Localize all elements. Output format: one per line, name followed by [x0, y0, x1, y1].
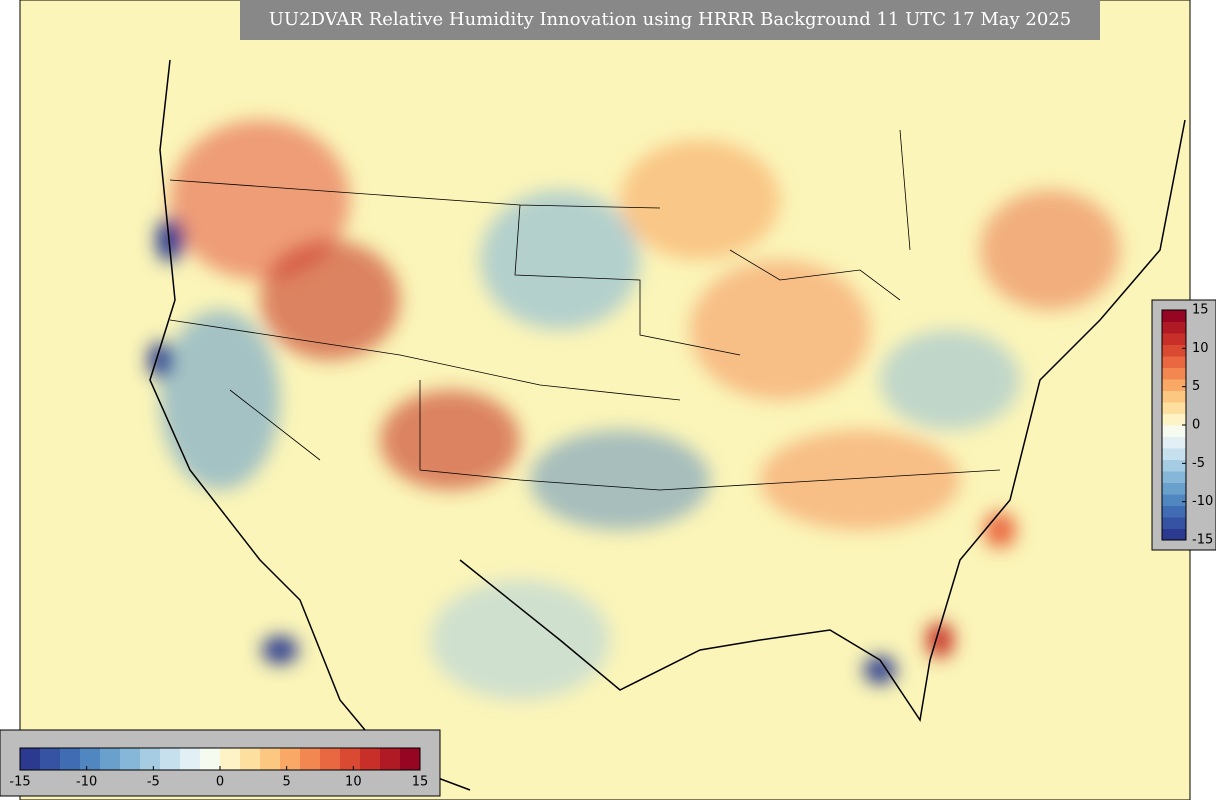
- colorbar-segment: [1162, 436, 1186, 449]
- colorbar-segment: [360, 748, 381, 770]
- colorbar-segment: [1162, 379, 1186, 391]
- colorbar-segment: [1162, 344, 1186, 357]
- colorbar-tick-label: 10: [345, 775, 362, 790]
- colorbar-segment: [340, 748, 361, 770]
- colorbar-segment: [1162, 505, 1186, 518]
- colorbar-tick-label: -10: [76, 775, 97, 790]
- colorbar-segment: [160, 748, 181, 770]
- colorbar-tick-label: -5: [1192, 456, 1205, 471]
- colorbar-segment: [1162, 321, 1186, 334]
- colorbar-segment: [1162, 333, 1186, 345]
- colorbar-tick-label: 0: [1192, 418, 1200, 433]
- colorbar-segment: [1162, 402, 1186, 414]
- colorbar-segment: [1162, 528, 1186, 541]
- colorbar-segment: [280, 748, 301, 770]
- colorbar-segment: [1162, 459, 1186, 472]
- colorbar-segment: [1162, 310, 1186, 322]
- colorbar-segment: [40, 748, 61, 770]
- colorbar-tick-label: 15: [1192, 303, 1209, 318]
- colorbar-segment: [1162, 413, 1186, 426]
- colorbar-segment: [1162, 448, 1186, 460]
- colorbar-segment: [220, 748, 241, 770]
- colorbar-segment: [380, 748, 401, 770]
- colorbar-segment: [1162, 517, 1186, 529]
- colorbar-tick-label: -15: [9, 775, 30, 790]
- colorbar-segment: [200, 748, 221, 770]
- colorbar-segment: [180, 748, 201, 770]
- colorbar-segment: [400, 748, 421, 770]
- colorbar-segment: [240, 748, 261, 770]
- colorbar-tick-label: 5: [1192, 379, 1200, 394]
- colorbar-tick-label: -5: [147, 775, 160, 790]
- colorbar-tick-label: 10: [1192, 341, 1209, 356]
- colorbar-segment: [120, 748, 141, 770]
- colorbar-tick-label: -15: [1192, 533, 1213, 548]
- colorbar-tick-label: 5: [283, 775, 291, 790]
- colorbar-segment: [1162, 356, 1186, 368]
- colorbar-segment: [1162, 367, 1186, 380]
- title-box: [240, 0, 1100, 40]
- colorbar-segment: [1162, 471, 1186, 483]
- field-blobs: [148, 120, 1120, 700]
- colorbar-segment: [1162, 425, 1186, 437]
- colorbar-segment: [100, 748, 121, 770]
- colorbar-segment: [1162, 482, 1186, 495]
- colorbar-segment: [320, 748, 341, 770]
- colorbar-segment: [260, 748, 281, 770]
- colorbar-segment: [1162, 494, 1186, 506]
- colorbar-tick-label: -10: [1192, 494, 1213, 509]
- colorbar-segment: [1162, 390, 1186, 403]
- colorbar-segment: [300, 748, 321, 770]
- borders: [169, 129, 1001, 491]
- colorbar-segment: [20, 748, 41, 770]
- map-title: UU2DVAR Relative Humidity Innovation usi…: [269, 9, 1072, 30]
- colorbar-segment: [140, 748, 161, 770]
- colorbar-tick-label: 15: [412, 775, 429, 790]
- colorbar-segment: [80, 748, 101, 770]
- colorbar-segment: [60, 748, 81, 770]
- colorbar-tick-label: 0: [216, 775, 224, 790]
